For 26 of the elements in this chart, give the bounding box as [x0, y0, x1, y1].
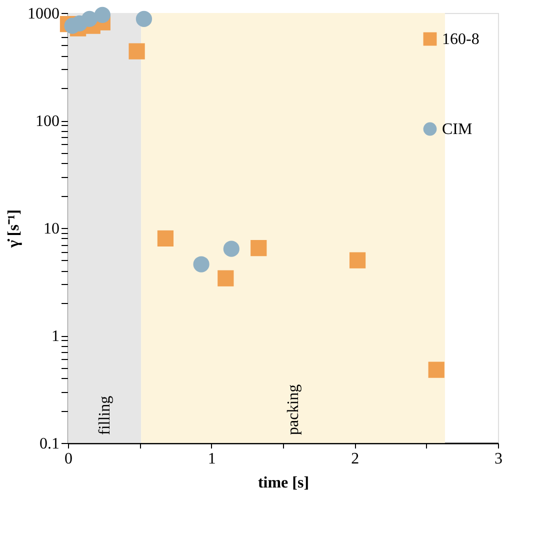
- y-axis-title: γ̇ [s⁻¹]: [6, 209, 22, 249]
- x-tick-label: 3: [494, 450, 502, 468]
- point: [250, 240, 267, 256]
- y-tick-label: 10: [44, 220, 60, 238]
- point: [349, 252, 366, 268]
- legend-label: 160-8: [442, 31, 480, 48]
- y-tick-label: 0.1: [40, 436, 60, 452]
- point: [94, 6, 110, 23]
- x-tick-label: 1: [208, 450, 216, 468]
- band-label: packing: [285, 384, 302, 435]
- point: [157, 230, 174, 246]
- point: [193, 256, 210, 272]
- point: [223, 240, 240, 257]
- y-tick-label: 100: [36, 113, 60, 130]
- point: [81, 10, 98, 28]
- y-tick-label: 1: [52, 328, 60, 345]
- band-label: filling: [96, 396, 114, 435]
- x-tick-label: 0: [64, 450, 72, 468]
- y-tick-label: 1000: [28, 6, 60, 22]
- legend-label: CIM: [442, 121, 472, 138]
- point: [218, 270, 234, 286]
- x-tick-label: 2: [351, 450, 360, 468]
- point: [428, 362, 444, 378]
- x-axis-title: time [s]: [258, 474, 310, 492]
- point: [128, 43, 145, 60]
- point: [136, 10, 152, 28]
